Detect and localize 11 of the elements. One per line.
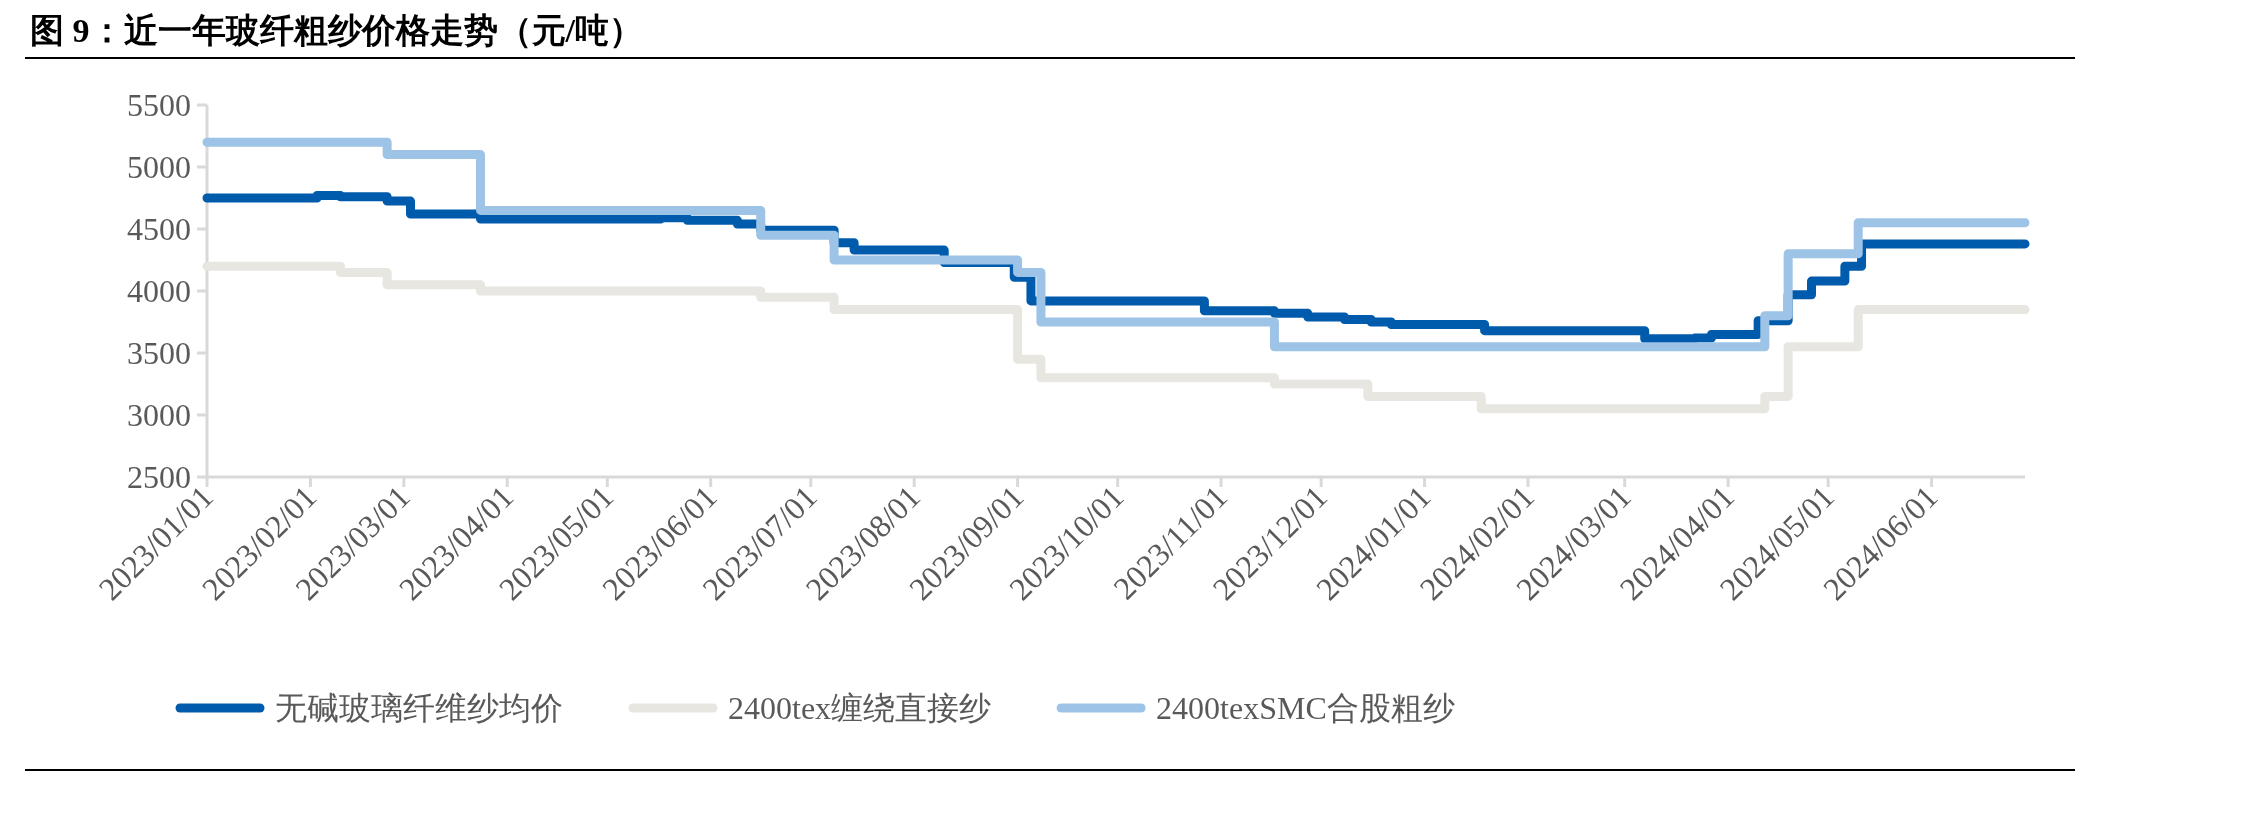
y-tick-label: 5000 [127,149,191,185]
y-tick-label: 2500 [127,459,191,495]
title: 图 9：近一年玻纤粗纱价格走势（元/吨） [30,12,643,49]
y-tick-label: 4500 [127,211,191,247]
legend-label: 无碱玻璃纤维纱均价 [275,690,563,726]
y-tick-label: 3000 [127,397,191,433]
legend-label: 2400texSMC合股粗纱 [1156,690,1455,726]
y-tick-label: 4000 [127,273,191,309]
y-tick-label: 5500 [127,87,191,123]
legend-label: 2400tex缠绕直接纱 [728,690,992,726]
y-tick-label: 3500 [127,335,191,371]
